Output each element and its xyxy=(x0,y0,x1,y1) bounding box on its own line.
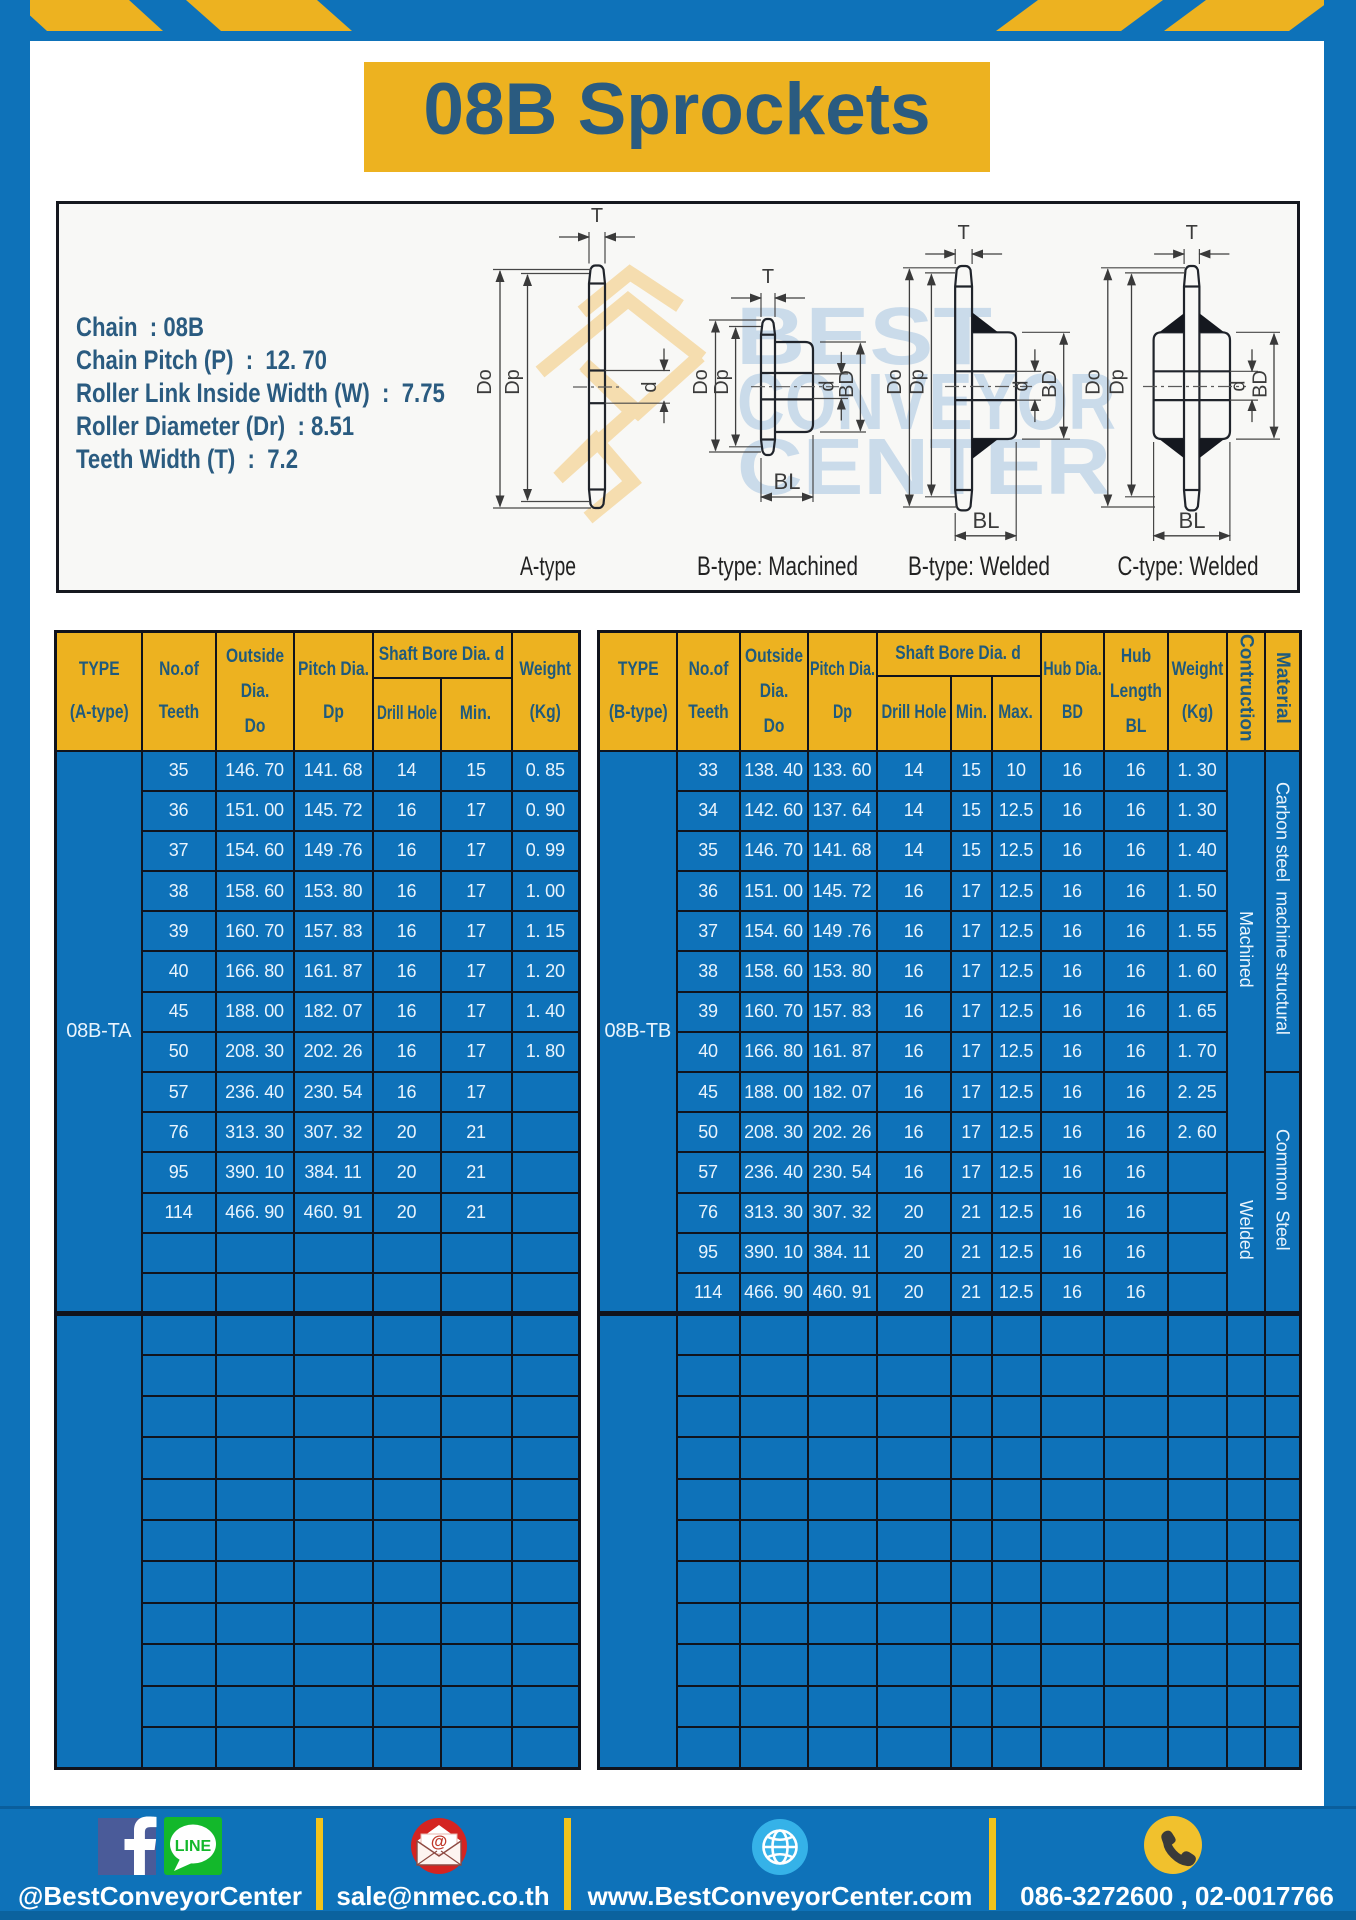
svg-text:d: d xyxy=(1228,380,1250,391)
svg-text:Dp: Dp xyxy=(907,369,929,395)
svg-text:T: T xyxy=(762,266,774,288)
svg-text:BL: BL xyxy=(774,469,801,494)
svg-text:Do: Do xyxy=(1083,369,1105,395)
svg-text:Dp: Dp xyxy=(1107,369,1129,395)
svg-text:@: @ xyxy=(431,1832,448,1851)
svg-text:d: d xyxy=(1011,380,1033,391)
svg-text:BL: BL xyxy=(1179,508,1206,533)
svg-text:Do: Do xyxy=(884,369,906,395)
svg-text:d: d xyxy=(817,380,839,391)
svg-text:Do: Do xyxy=(474,369,496,395)
svg-text:C-type: Welded: C-type: Welded xyxy=(1118,551,1259,581)
svg-text:B-type: Machined: B-type: Machined xyxy=(697,551,858,581)
svg-text:T: T xyxy=(1186,222,1198,244)
svg-text:Dp: Dp xyxy=(711,369,733,395)
svg-text:Do: Do xyxy=(690,369,712,395)
svg-text:Dp: Dp xyxy=(502,369,524,395)
svg-text:T: T xyxy=(958,222,970,244)
svg-text:d: d xyxy=(639,381,661,392)
svg-text:LINE: LINE xyxy=(175,1838,212,1855)
svg-text:BD: BD xyxy=(836,370,858,398)
svg-text:BL: BL xyxy=(973,508,1000,533)
svg-text:BD: BD xyxy=(1039,370,1061,398)
svg-text:B-type: Welded: B-type: Welded xyxy=(908,551,1050,581)
svg-text:BD: BD xyxy=(1250,370,1272,398)
svg-text:T: T xyxy=(591,205,603,227)
svg-text:A-type: A-type xyxy=(520,551,576,581)
